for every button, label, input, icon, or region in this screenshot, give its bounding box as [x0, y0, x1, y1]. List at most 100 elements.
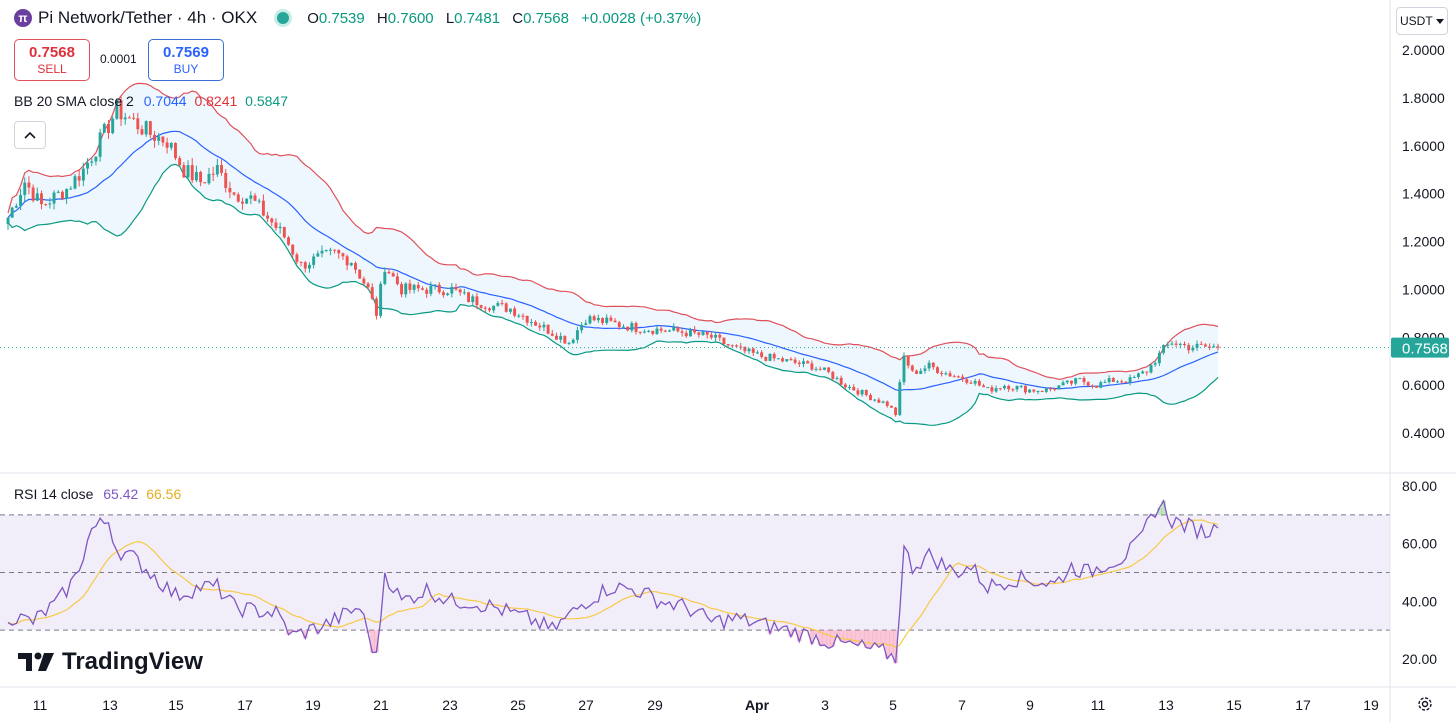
candle-body	[860, 389, 864, 395]
candle-body	[224, 172, 228, 188]
candle-body	[1170, 343, 1174, 345]
candle-body	[400, 284, 404, 295]
candle-body	[617, 322, 621, 327]
time-tick-label: 25	[510, 697, 526, 713]
time-tick-label: 9	[1026, 697, 1034, 713]
candle-body	[278, 226, 282, 229]
time-tick-label: 5	[889, 697, 897, 713]
candle-body	[1049, 388, 1052, 390]
candle-body	[312, 256, 316, 265]
candle-body	[982, 385, 986, 388]
candle-body	[1082, 378, 1086, 383]
candle-body	[35, 193, 39, 201]
sell-button[interactable]: 0.7568 SELL	[14, 39, 90, 81]
candle-body	[630, 323, 634, 331]
candle-body	[203, 182, 207, 184]
time-tick-label: 7	[958, 697, 966, 713]
candle-body	[839, 377, 843, 385]
candle-body	[194, 171, 198, 181]
candle-body	[387, 271, 391, 274]
candle-body	[781, 358, 785, 362]
candle-body	[6, 217, 10, 224]
candle-body	[961, 376, 965, 380]
candle-body	[931, 362, 935, 368]
rsi-legend[interactable]: RSI 14 close 65.42 66.56	[14, 486, 181, 502]
candle-body	[119, 100, 123, 120]
candle-body	[136, 118, 140, 130]
candle-body	[450, 286, 454, 294]
candle-body	[52, 192, 56, 204]
candle-body	[144, 121, 148, 135]
candle-body	[274, 222, 278, 229]
bb-upper-line	[7, 82, 1219, 381]
candle-body	[148, 121, 152, 135]
candle-body	[994, 388, 998, 392]
symbol-header: π Pi Network/Tether · 4h · OKX O0.7539 H…	[14, 8, 709, 28]
symbol-title[interactable]: Pi Network/Tether · 4h · OKX	[38, 8, 258, 27]
candle-body	[1015, 385, 1019, 390]
candle-body	[709, 334, 713, 338]
settings-button[interactable]	[1414, 693, 1436, 715]
candle-body	[952, 376, 956, 378]
candle-body	[802, 361, 805, 365]
candle-body	[588, 316, 592, 324]
high-label: H	[376, 9, 388, 27]
candle-body	[1023, 385, 1027, 393]
candle-body	[986, 387, 990, 389]
candle-body	[186, 165, 190, 178]
candle-body	[496, 303, 500, 306]
candle-body	[1199, 343, 1203, 345]
candle-body	[454, 286, 458, 290]
candle-body	[429, 285, 433, 294]
currency-button[interactable]: USDT	[1396, 7, 1448, 35]
buy-button[interactable]: 0.7569 BUY	[148, 39, 224, 81]
candle-body	[668, 330, 671, 332]
candle-body	[797, 362, 801, 365]
candle-body	[755, 352, 759, 354]
candle-body	[1028, 389, 1032, 393]
candle-body	[1212, 346, 1216, 348]
chevron-down-icon	[1436, 18, 1444, 24]
candle-body	[1057, 385, 1061, 390]
candle-body	[613, 320, 617, 323]
candle-body	[328, 249, 332, 251]
sell-label: SELL	[37, 62, 67, 76]
candle-body	[31, 187, 35, 201]
candle-body	[1007, 385, 1011, 390]
candle-body	[676, 327, 680, 332]
candle-body	[458, 289, 462, 293]
candle-body	[521, 315, 525, 317]
candle-body	[483, 307, 487, 309]
market-status-icon	[277, 12, 290, 24]
candle-body	[1145, 371, 1149, 373]
candle-body	[910, 365, 914, 371]
candle-body	[1128, 377, 1132, 383]
candle-body	[927, 362, 931, 369]
buy-price: 0.7569	[163, 44, 209, 61]
time-tick-label: 21	[373, 697, 389, 713]
price-tick-label: 1.6000	[1402, 138, 1445, 154]
candle-body	[324, 250, 328, 252]
tradingview-logo-icon	[18, 652, 54, 671]
time-tick-label: 13	[1158, 697, 1174, 713]
candle-body	[1019, 385, 1023, 387]
candle-body	[789, 359, 793, 361]
spread-value: 0.0001	[100, 52, 137, 66]
collapse-legend-button[interactable]	[14, 121, 46, 149]
bb-legend[interactable]: BB 20 SMA close 2 0.7044 0.8241 0.5847	[14, 93, 288, 109]
candle-body	[760, 352, 764, 357]
rsi-tick-label: 20.00	[1402, 651, 1437, 667]
last-price-label: 0.7568	[1402, 341, 1448, 358]
candle-body	[1120, 381, 1124, 383]
candle-body	[944, 373, 948, 375]
price-tick-label: 1.0000	[1402, 281, 1445, 297]
chevron-up-icon	[24, 131, 36, 139]
candle-body	[1061, 382, 1065, 386]
candle-body	[140, 129, 144, 135]
time-tick-label: 19	[305, 697, 321, 713]
candle-body	[358, 269, 362, 279]
candle-body	[341, 253, 345, 257]
candle-body	[873, 399, 877, 401]
